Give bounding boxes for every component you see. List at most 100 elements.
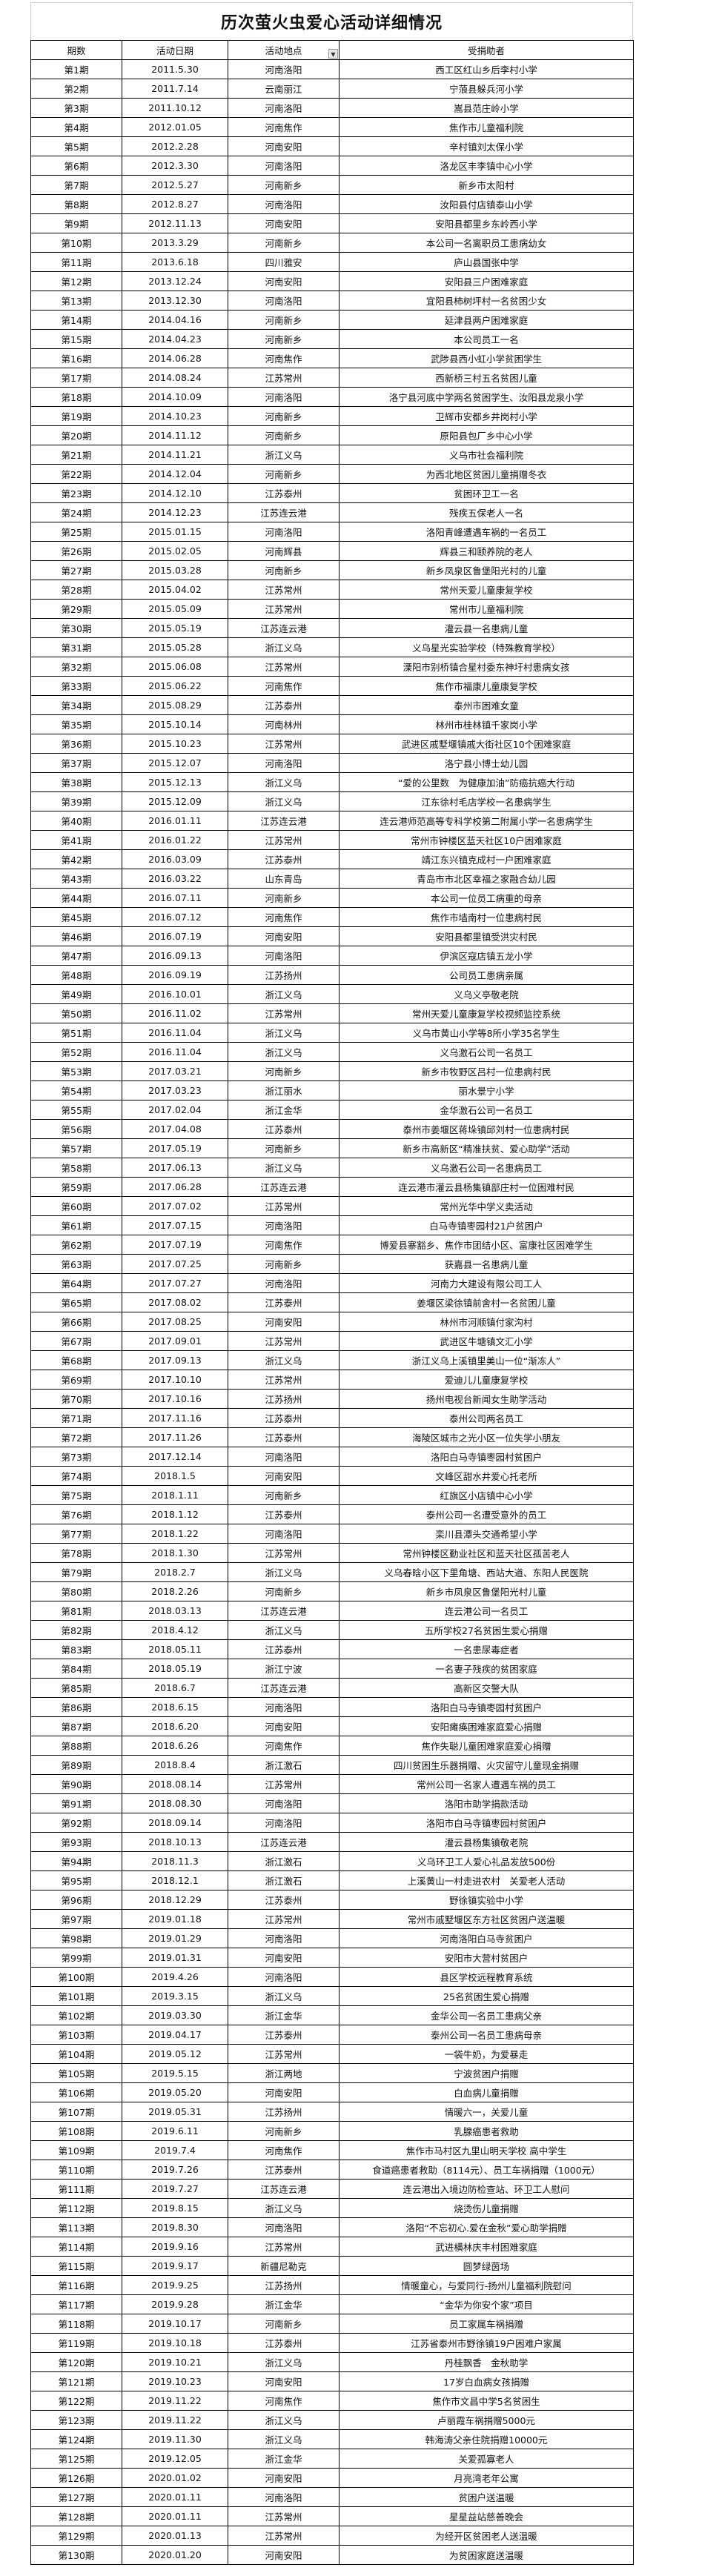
date-cell[interactable]: 2014.11.12 — [122, 425, 228, 445]
period-cell[interactable]: 第91期 — [30, 1793, 122, 1813]
location-cell[interactable]: 江苏常州 — [228, 1774, 340, 1794]
period-cell[interactable]: 第8期 — [30, 194, 122, 214]
recipient-cell[interactable]: 安阳瘫痪困难家庭爱心捐赠 — [339, 1716, 634, 1736]
date-cell[interactable]: 2017.11.16 — [122, 1408, 228, 1428]
period-cell[interactable]: 第37期 — [30, 753, 122, 773]
location-cell[interactable]: 江苏扬州 — [228, 965, 340, 985]
location-cell[interactable]: 河南洛阳 — [228, 1928, 340, 1948]
recipient-cell[interactable]: 卫辉市安都乡井岗村小学 — [339, 406, 634, 426]
date-cell[interactable]: 2017.06.28 — [122, 1177, 228, 1197]
period-cell[interactable]: 第23期 — [30, 483, 122, 503]
period-cell[interactable]: 第58期 — [30, 1158, 122, 1178]
recipient-cell[interactable]: 连云港公司一名员工 — [339, 1601, 634, 1621]
period-cell[interactable]: 第51期 — [30, 1023, 122, 1043]
period-cell[interactable]: 第15期 — [30, 329, 122, 349]
location-cell[interactable]: 河南安阳 — [228, 2371, 340, 2391]
period-cell[interactable]: 第75期 — [30, 1485, 122, 1505]
period-cell[interactable]: 第110期 — [30, 2160, 122, 2180]
recipient-cell[interactable]: 安阳县三户困难家庭 — [339, 271, 634, 291]
period-cell[interactable]: 第106期 — [30, 2082, 122, 2102]
period-cell[interactable]: 第128期 — [30, 2506, 122, 2526]
location-cell[interactable]: 江苏常州 — [228, 2237, 340, 2257]
recipient-cell[interactable]: 庐山县国张中学 — [339, 252, 634, 272]
period-cell[interactable]: 第97期 — [30, 1909, 122, 1929]
location-cell[interactable]: 河南新乡 — [228, 464, 340, 484]
period-cell[interactable]: 第112期 — [30, 2198, 122, 2218]
location-cell[interactable]: 江苏连云港 — [228, 2179, 340, 2199]
recipient-cell[interactable]: 海陵区城市之光小区一位失学小朋友 — [339, 1427, 634, 1447]
date-cell[interactable]: 2012.3.30 — [122, 156, 228, 176]
date-cell[interactable]: 2015.05.28 — [122, 637, 228, 657]
location-cell[interactable]: 河南林州 — [228, 714, 340, 734]
period-cell[interactable]: 第92期 — [30, 1813, 122, 1833]
recipient-cell[interactable]: 扬州电视台新闻女生助学活动 — [339, 1389, 634, 1409]
location-cell[interactable]: 江苏连云港 — [228, 502, 340, 522]
date-cell[interactable]: 2016.09.13 — [122, 946, 228, 966]
period-cell[interactable]: 第5期 — [30, 136, 122, 156]
location-cell[interactable]: 河南新乡 — [228, 560, 340, 580]
recipient-cell[interactable]: 灌云县杨集镇敬老院 — [339, 1832, 634, 1852]
location-cell[interactable]: 江苏泰州 — [228, 1504, 340, 1524]
recipient-cell[interactable]: 辛村镇刘太保小学 — [339, 136, 634, 156]
location-cell[interactable]: 河南洛阳 — [228, 2487, 340, 2507]
date-cell[interactable]: 2019.12.05 — [122, 2449, 228, 2469]
date-cell[interactable]: 2019.01.18 — [122, 1909, 228, 1929]
period-cell[interactable]: 第109期 — [30, 2140, 122, 2160]
recipient-cell[interactable]: 义乌春晗小区下里角塘、西站大道、东阳人民医院 — [339, 1562, 634, 1582]
recipient-cell[interactable]: 上溪黄山一村走进农村 关爱老人活动 — [339, 1870, 634, 1890]
period-cell[interactable]: 第86期 — [30, 1697, 122, 1717]
period-cell[interactable]: 第33期 — [30, 676, 122, 696]
date-cell[interactable]: 2019.6.11 — [122, 2121, 228, 2141]
recipient-cell[interactable]: 洛阳白马寺镇枣园村贫困户 — [339, 1447, 634, 1467]
period-cell[interactable]: 第123期 — [30, 2410, 122, 2430]
recipient-cell[interactable]: 五所学校27名贫困生爱心捐赠 — [339, 1620, 634, 1640]
recipient-cell[interactable]: 宜阳县柿树坪村一名贫困少女 — [339, 291, 634, 311]
period-cell[interactable]: 第43期 — [30, 869, 122, 889]
date-cell[interactable]: 2017.11.26 — [122, 1427, 228, 1447]
period-cell[interactable]: 第76期 — [30, 1504, 122, 1524]
recipient-cell[interactable]: 辉县三和颐养院的老人 — [339, 541, 634, 561]
date-cell[interactable]: 2014.12.04 — [122, 464, 228, 484]
date-cell[interactable]: 2018.2.26 — [122, 1581, 228, 1601]
date-cell[interactable]: 2019.11.22 — [122, 2391, 228, 2411]
recipient-cell[interactable]: 洛龙区丰李镇中心小学 — [339, 156, 634, 176]
location-cell[interactable]: 浙江义乌 — [228, 445, 340, 465]
recipient-cell[interactable]: 本公司一名离职员工患病幼女 — [339, 233, 634, 253]
recipient-cell[interactable]: 公司员工患病亲属 — [339, 965, 634, 985]
date-cell[interactable]: 2018.1.30 — [122, 1543, 228, 1563]
recipient-cell[interactable]: 靖江东兴镇克成村一户困难家庭 — [339, 849, 634, 869]
period-cell[interactable]: 第13期 — [30, 291, 122, 311]
location-cell[interactable]: 河南安阳 — [228, 1466, 340, 1486]
location-cell[interactable]: 河南洛阳 — [228, 753, 340, 773]
date-cell[interactable]: 2016.07.11 — [122, 888, 228, 908]
location-cell[interactable]: 山东青岛 — [228, 869, 340, 889]
recipient-cell[interactable]: 连云港市灌云县杨集镇部庄村一位困难村民 — [339, 1177, 634, 1197]
date-cell[interactable]: 2019.9.17 — [122, 2256, 228, 2276]
period-cell[interactable]: 第99期 — [30, 1948, 122, 1968]
header-recipient[interactable]: 受捐助者 — [339, 40, 634, 60]
location-cell[interactable]: 河南洛阳 — [228, 1967, 340, 1987]
header-location[interactable]: 活动地点 ▼ — [228, 40, 340, 60]
date-cell[interactable]: 2018.1.22 — [122, 1524, 228, 1544]
location-cell[interactable]: 江苏泰州 — [228, 2160, 340, 2180]
recipient-cell[interactable]: 常州钟楼区勤业社区和蓝天社区孤苦老人 — [339, 1543, 634, 1563]
recipient-cell[interactable]: 新乡凤泉区鲁堡阳光村的儿童 — [339, 560, 634, 580]
date-cell[interactable]: 2018.10.13 — [122, 1832, 228, 1852]
period-cell[interactable]: 第111期 — [30, 2179, 122, 2199]
location-cell[interactable]: 江苏扬州 — [228, 1389, 340, 1409]
date-cell[interactable]: 2014.12.23 — [122, 502, 228, 522]
recipient-cell[interactable]: 四川贫困生乐器捐赠、火灾留守儿童现金捐赠 — [339, 1755, 634, 1775]
recipient-cell[interactable]: 义乌市社会福利院 — [339, 445, 634, 465]
recipient-cell[interactable]: 为贫困家庭送温暖 — [339, 2545, 634, 2565]
recipient-cell[interactable]: 洛阳白马寺镇枣园村贫困户 — [339, 1697, 634, 1717]
date-cell[interactable]: 2014.08.24 — [122, 368, 228, 388]
location-cell[interactable]: 河南洛阳 — [228, 522, 340, 542]
date-cell[interactable]: 2017.06.13 — [122, 1158, 228, 1178]
period-cell[interactable]: 第87期 — [30, 1716, 122, 1736]
location-cell[interactable]: 江苏泰州 — [228, 1408, 340, 1428]
recipient-cell[interactable]: 金华激石公司一名员工 — [339, 1100, 634, 1120]
recipient-cell[interactable]: “爱的公里数 为健康加油”防癌抗癌大行动 — [339, 772, 634, 792]
recipient-cell[interactable]: 洛阳市白马寺镇枣园村贫困户 — [339, 1813, 634, 1833]
recipient-cell[interactable]: 残疾五保老人一名 — [339, 502, 634, 522]
date-cell[interactable]: 2018.2.7 — [122, 1562, 228, 1582]
